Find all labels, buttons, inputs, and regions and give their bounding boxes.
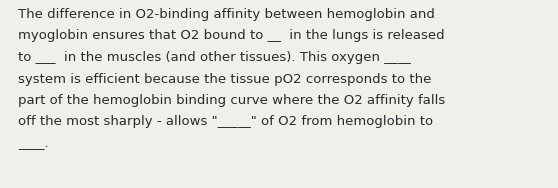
Text: The difference in O2-binding affinity between hemoglobin and: The difference in O2-binding affinity be…	[18, 8, 435, 21]
Text: off the most sharply - allows "_____" of O2 from hemoglobin to: off the most sharply - allows "_____" of…	[18, 115, 433, 129]
Text: part of the hemoglobin binding curve where the O2 affinity falls: part of the hemoglobin binding curve whe…	[18, 94, 445, 107]
Text: myoglobin ensures that O2 bound to __  in the lungs is released: myoglobin ensures that O2 bound to __ in…	[18, 30, 445, 42]
Text: ____.: ____.	[18, 137, 49, 150]
Text: to ___  in the muscles (and other tissues). This oxygen ____: to ___ in the muscles (and other tissues…	[18, 51, 411, 64]
Text: system is efficient because the tissue pO2 corresponds to the: system is efficient because the tissue p…	[18, 73, 431, 86]
